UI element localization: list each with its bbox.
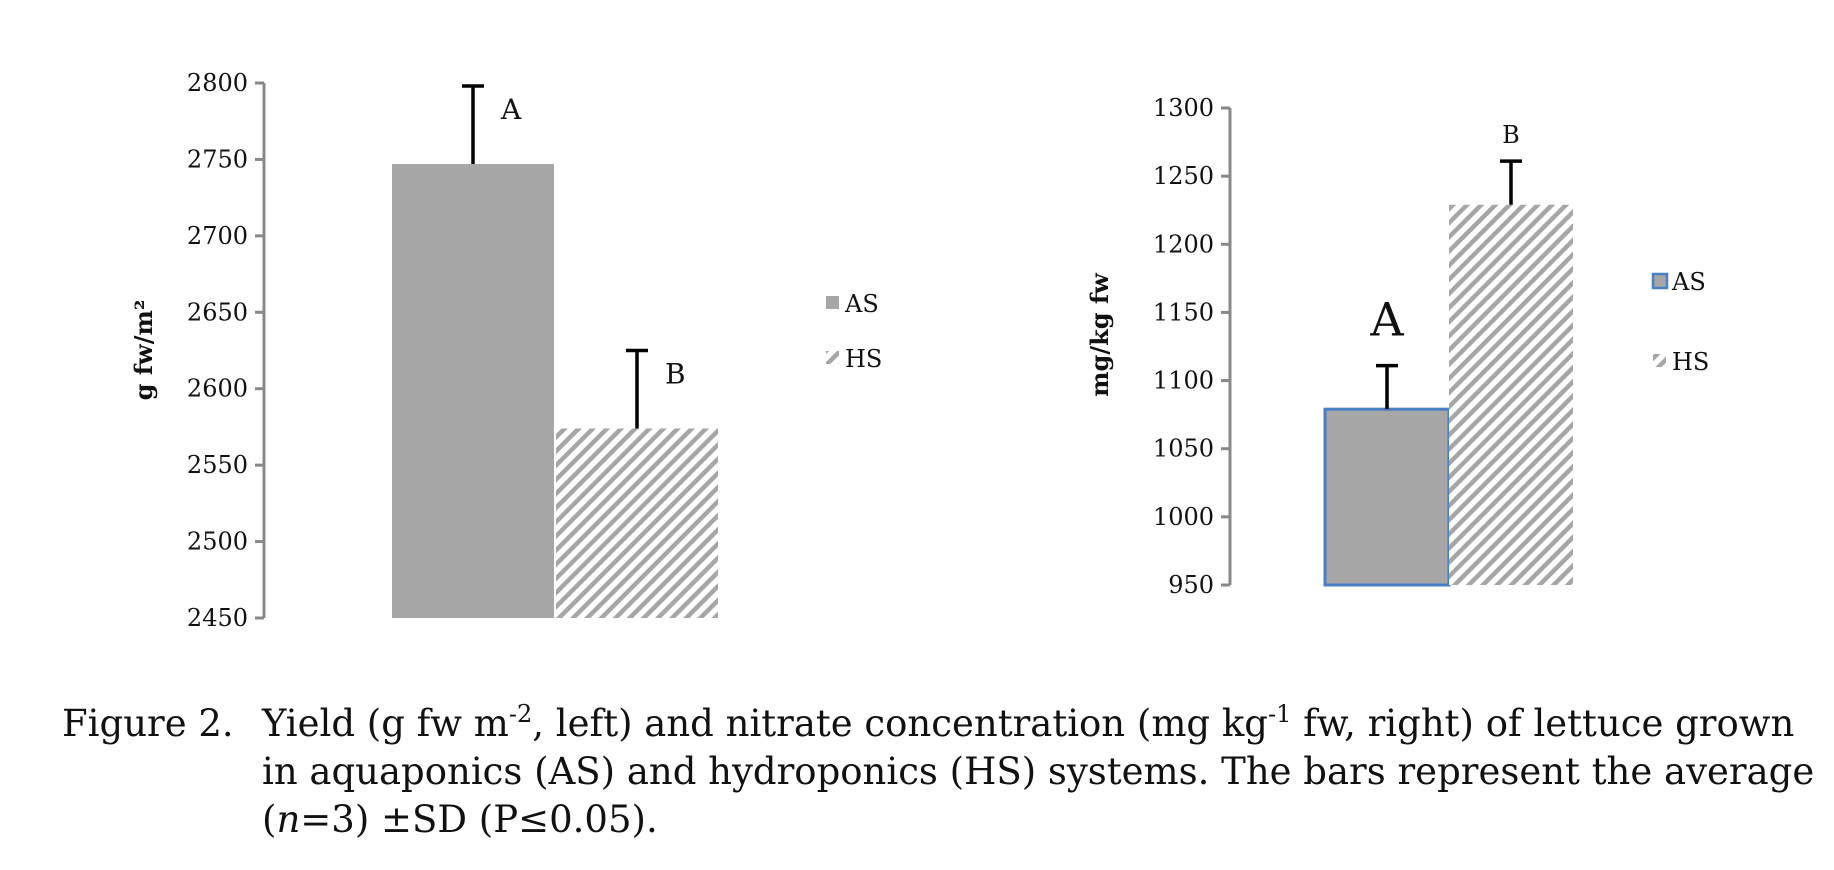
caption-sup-1: -2 [508, 700, 533, 728]
significance-letter-as: A [500, 93, 522, 126]
significance-letter-hs: B [665, 358, 686, 391]
bar-hs [556, 428, 718, 618]
bar-as [1323, 407, 1451, 587]
caption-sup-2: -1 [1267, 700, 1292, 728]
caption-part-1: Yield (g fw m [262, 702, 509, 745]
legend-label-hs: HS [1672, 348, 1709, 376]
significance-letter-as: A [1369, 293, 1404, 347]
bar-as [392, 164, 554, 618]
y-tick-label: 1250 [1153, 162, 1214, 190]
y-axis-label: mg/kg fw [1085, 272, 1114, 397]
caption-part-4: =3) ±SD (P≤0.05). [300, 798, 658, 841]
bar-hs [1449, 204, 1573, 585]
y-tick-label: 1150 [1153, 298, 1214, 326]
y-tick-label: 2700 [187, 222, 248, 250]
y-axis-label: g fw/m² [129, 300, 158, 401]
y-tick-label: 1300 [1153, 94, 1214, 122]
significance-letter-hs: B [1502, 121, 1520, 149]
caption-part-2: , left) and nitrate concentration (mg kg [532, 702, 1268, 745]
legend-label-hs: HS [845, 345, 882, 373]
legend-swatch-as [826, 296, 839, 309]
y-tick-label: 1000 [1153, 503, 1214, 531]
figure-caption: Figure 2. Yield (g fw m-2, left) and nit… [62, 700, 1822, 844]
legend-label-as: AS [1671, 268, 1706, 296]
y-tick-label: 950 [1168, 571, 1214, 599]
legend-label-as: AS [844, 290, 879, 318]
y-tick-label: 2600 [187, 375, 248, 403]
y-tick-label: 2550 [187, 451, 248, 479]
legend-swatch-hs [826, 351, 839, 364]
chart-right-nitrate: 950 1000 1050 1100 1150 1200 1250 1300 mg/kg fw A… [1085, 94, 1709, 599]
legend-swatch-hs [1653, 354, 1666, 367]
y-tick-label: 2800 [187, 69, 248, 97]
caption-text: Yield (g fw m-2, left) and nitrate conce… [262, 700, 1822, 844]
figure-charts: 2450 2500 2550 2600 2650 2700 2750 2800 g fw/m² A… [129, 69, 1709, 632]
y-tick-label: 1100 [1153, 367, 1214, 395]
legend-swatch-as [1651, 272, 1669, 290]
y-tick-label: 1050 [1153, 435, 1214, 463]
caption-italic-n: n [276, 798, 301, 841]
y-tick-label: 2750 [187, 145, 248, 173]
y-tick-label: 2650 [187, 298, 248, 326]
y-tick-label: 2500 [187, 528, 248, 556]
y-tick-label: 1200 [1153, 230, 1214, 258]
y-tick-label: 2450 [187, 604, 248, 632]
caption-label: Figure 2. [62, 702, 234, 745]
chart-left-yield: 2450 2500 2550 2600 2650 2700 2750 2800 g fw/m² A… [129, 69, 882, 632]
caption-part-3: fw, right) of lettuce grown in aquaponic… [262, 702, 1815, 841]
